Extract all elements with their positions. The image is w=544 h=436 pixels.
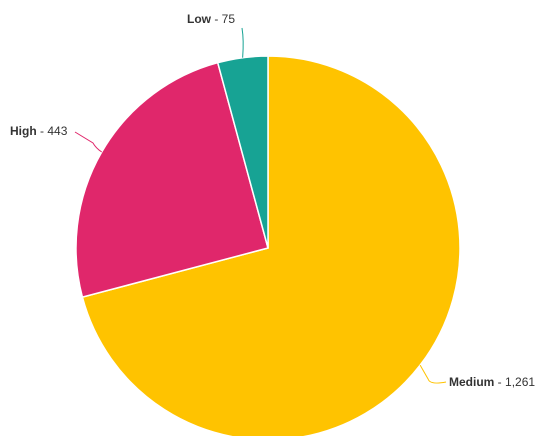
leader-line-high	[74, 131, 103, 153]
pie-slice-medium[interactable]	[81, 55, 461, 436]
leader-line-medium	[419, 364, 447, 384]
data-label-high: High - 443	[10, 124, 68, 138]
leader-line-low	[241, 27, 244, 58]
pie-data-labels: Medium - 1,261 High - 443 Low - 75	[10, 12, 535, 389]
pie-slice-low[interactable]	[216, 55, 269, 249]
data-label-name: Medium	[449, 375, 494, 389]
data-label-separator: -	[494, 375, 505, 389]
data-label-value: 1,261	[505, 375, 535, 389]
data-label-medium: Medium - 1,261	[449, 375, 535, 389]
data-label-name: Low	[187, 12, 212, 26]
data-label-low: Low - 75	[187, 12, 235, 26]
data-label-value: 443	[47, 124, 67, 138]
data-label-separator: -	[37, 124, 48, 138]
data-label-value: 75	[222, 12, 236, 26]
pie-slices	[75, 55, 461, 436]
data-label-separator: -	[211, 12, 222, 26]
data-label-name: High	[10, 124, 37, 138]
pie-slice-high[interactable]	[75, 61, 269, 299]
